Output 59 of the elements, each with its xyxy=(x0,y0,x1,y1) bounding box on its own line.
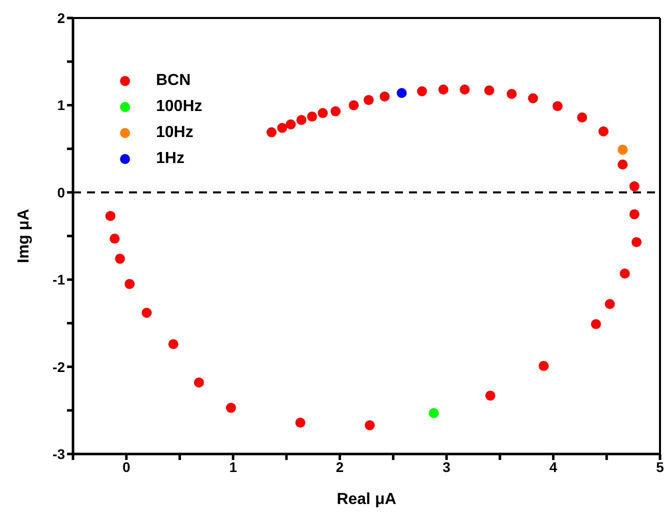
point xyxy=(506,88,517,99)
point xyxy=(629,209,640,220)
x-tick-label: 0 xyxy=(122,458,130,475)
y-tick-label: -1 xyxy=(52,272,66,288)
point xyxy=(226,402,236,413)
point xyxy=(194,377,204,388)
point xyxy=(538,360,549,371)
point xyxy=(598,126,608,136)
x-tick-label: 3 xyxy=(442,458,451,475)
y-tick-label: -2 xyxy=(52,358,66,375)
x-axis-title: Real μA xyxy=(336,491,397,508)
legend-label: BCN xyxy=(156,71,191,91)
point xyxy=(620,268,630,278)
point xyxy=(485,390,496,401)
point xyxy=(348,100,359,110)
point xyxy=(460,84,470,95)
point xyxy=(296,115,306,126)
point xyxy=(428,408,439,418)
point xyxy=(307,112,318,122)
point xyxy=(295,418,306,428)
y-tick-label: 2 xyxy=(57,10,66,26)
point xyxy=(484,85,494,96)
point xyxy=(124,278,135,289)
y-axis-title: Img μA xyxy=(16,208,33,264)
point xyxy=(590,319,601,330)
legend-label: 10Hz xyxy=(156,123,194,143)
point xyxy=(286,119,296,130)
point xyxy=(396,88,407,98)
y-tick-label: 0 xyxy=(57,184,66,200)
point xyxy=(632,237,642,248)
point xyxy=(266,127,277,138)
point xyxy=(577,112,588,122)
point xyxy=(438,84,448,95)
point xyxy=(114,254,125,264)
legend-label: 1Hz xyxy=(156,149,184,169)
point xyxy=(417,86,427,96)
point xyxy=(629,181,640,192)
point xyxy=(618,159,628,170)
y-tick-label: 1 xyxy=(57,97,66,114)
legend-label: 100Hz xyxy=(156,97,202,117)
x-tick-label: 5 xyxy=(656,458,664,475)
point xyxy=(277,122,288,133)
point xyxy=(380,91,390,102)
point xyxy=(110,234,120,244)
point xyxy=(142,308,152,318)
point xyxy=(105,210,116,221)
point xyxy=(552,101,563,112)
point xyxy=(528,93,538,104)
point xyxy=(318,108,328,118)
point xyxy=(168,339,178,350)
x-tick-label: 1 xyxy=(229,458,238,475)
point xyxy=(618,144,628,155)
x-tick-label: 2 xyxy=(336,458,344,475)
point xyxy=(364,420,375,430)
x-tick-label: 4 xyxy=(549,458,558,475)
point xyxy=(364,94,374,105)
point xyxy=(330,106,341,116)
point xyxy=(604,299,615,310)
y-tick-label: -3 xyxy=(52,446,66,462)
